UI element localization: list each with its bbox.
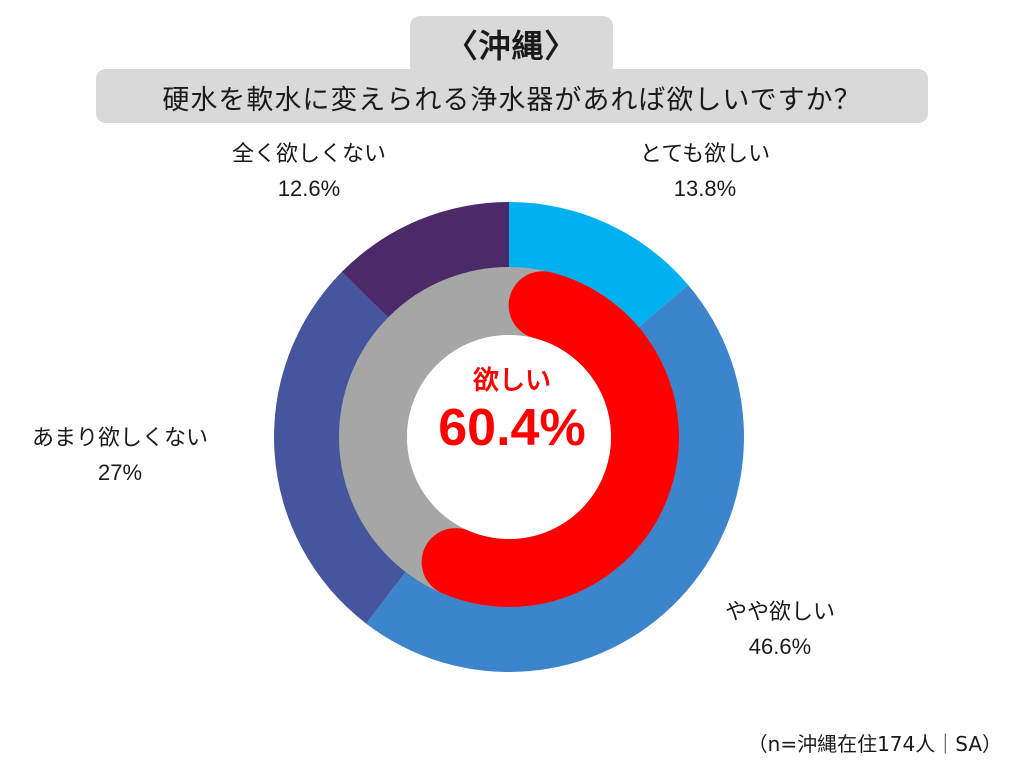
slice-very-want [509,202,689,329]
center-label: 欲しい 60.4% [412,362,612,456]
label-very-want-name: とても欲しい [639,142,771,167]
label-very-want-value: 13.8% [673,176,737,201]
label-not-really-want-name: あまり欲しくない [31,426,208,451]
label-somewhat-want-value: 46.6% [748,634,812,659]
center-label-name: 欲しい [472,366,551,396]
slice-somewhat-want [366,284,744,673]
label-not-really-want-value: 27% [97,460,143,485]
region-title: 〈沖縄〉 [445,27,578,65]
center-hole [407,335,611,539]
question-box-background [96,69,928,123]
inner-ring [339,267,679,607]
label-not-really-want: あまり欲しくない 27% [10,422,230,490]
label-somewhat-want: やや欲しい 46.6% [690,596,870,664]
label-not-at-all-name: 全く欲しくない [231,142,386,167]
slice-not-at-all [341,202,509,319]
label-not-at-all-value: 12.6% [277,176,341,201]
question-title: 硬水を軟水に変えられる浄水器があれば欲しいですか？ [162,84,862,116]
label-not-at-all: 全く欲しくない 12.6% [204,138,414,206]
region-tab-background [410,16,613,76]
center-label-value: 60.4% [438,399,586,457]
sample-footnote: （n=沖縄在住174人｜SA） [747,732,1002,756]
label-very-want: とても欲しい 13.8% [610,138,800,206]
label-somewhat-want-name: やや欲しい [724,600,835,625]
inner-ring-highlight-arc [421,271,679,607]
